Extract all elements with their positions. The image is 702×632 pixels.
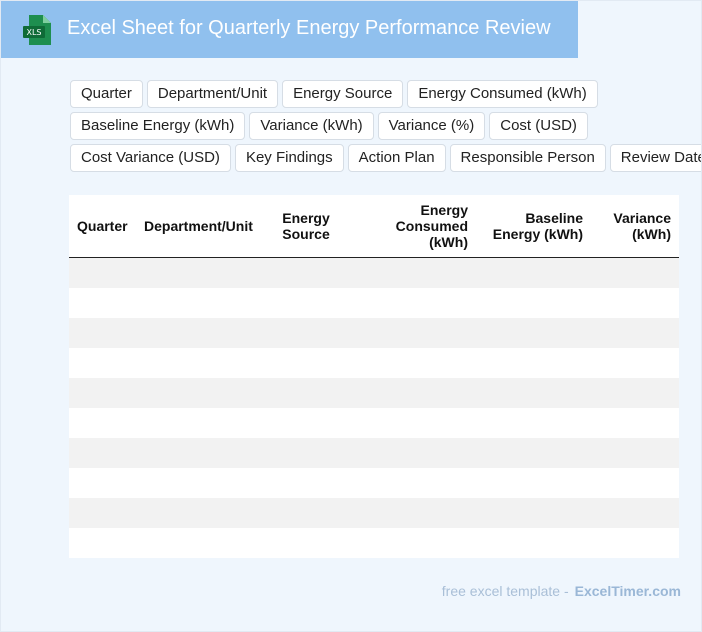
tag[interactable]: Action Plan [347, 144, 446, 172]
tag[interactable]: Baseline Energy (kWh) [70, 112, 246, 140]
column-header: Department/Unit [144, 218, 253, 234]
column-header: Quarter [77, 218, 128, 234]
table: Quarter Department/Unit Energy Source Energ… [69, 195, 679, 558]
row [69, 348, 679, 378]
tag[interactable]: Energy Consumed (kWh) [407, 80, 598, 108]
column-header: Energy Source [282, 210, 330, 242]
tag[interactable]: Responsible Person [449, 144, 606, 172]
column-header: Energy Consumed (kWh) [395, 202, 468, 250]
title: Excel Sheet for Quarterly Energy Perform… [67, 17, 551, 39]
row [69, 318, 679, 348]
footer-brand[interactable]: ExcelTimer.com [574, 583, 681, 599]
row [69, 438, 679, 468]
tag[interactable]: Variance (kWh) [249, 112, 374, 140]
column-header: Variance (kWh) [613, 210, 671, 242]
footer-text: free excel template - [441, 583, 569, 599]
tag[interactable]: Energy Source [282, 80, 404, 108]
table-body [69, 258, 679, 558]
row [69, 468, 679, 498]
icon-label: XLS [26, 28, 41, 37]
tag[interactable]: Review Date [609, 144, 701, 172]
tag[interactable]: Cost Variance (USD) [70, 144, 231, 172]
row [69, 378, 679, 408]
table-header: Quarter Department/Unit Energy Source Energ… [69, 195, 679, 258]
tag[interactable]: Key Findings [234, 144, 344, 172]
row [69, 288, 679, 318]
tag-list: Quarter Department/Unit Energy Source Energ… [70, 80, 701, 176]
tag[interactable]: Cost (USD) [489, 112, 588, 140]
column-header: Baseline Energy (kWh) [492, 210, 583, 242]
tag-row: Quarter Department/Unit Energy Source Energ… [70, 80, 701, 108]
row [69, 408, 679, 438]
tag[interactable]: Quarter [70, 80, 143, 108]
row [69, 258, 679, 288]
row [69, 528, 679, 558]
header-bar: XLS Excel Sheet for Quarterly Energy Per… [1, 1, 578, 58]
xls-icon: XLS [23, 15, 51, 45]
tag-row: Cost Variance (USD) Key Findings Action Pl… [70, 144, 701, 172]
tag-row: Baseline Energy (kWh) Variance (kWh) Varia… [70, 112, 701, 140]
footer: free excel template - ExcelTimer.com [442, 583, 681, 599]
tag[interactable]: Department/Unit [146, 80, 279, 108]
row [69, 498, 679, 528]
tag[interactable]: Variance (%) [377, 112, 486, 140]
